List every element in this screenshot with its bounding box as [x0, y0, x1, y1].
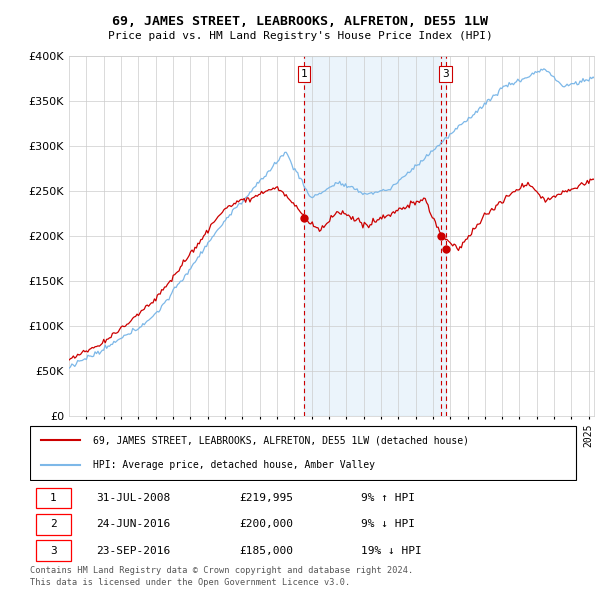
Text: £185,000: £185,000 — [240, 546, 294, 556]
Bar — [304, 56, 446, 416]
Text: 31-JUL-2008: 31-JUL-2008 — [96, 493, 170, 503]
Text: 1: 1 — [301, 69, 308, 79]
Text: 69, JAMES STREET, LEABROOKS, ALFRETON, DE55 1LW: 69, JAMES STREET, LEABROOKS, ALFRETON, D… — [112, 15, 488, 28]
Text: Contains HM Land Registry data © Crown copyright and database right 2024.: Contains HM Land Registry data © Crown c… — [30, 566, 413, 575]
FancyBboxPatch shape — [35, 540, 71, 561]
Text: 9% ↑ HPI: 9% ↑ HPI — [361, 493, 415, 503]
Text: £219,995: £219,995 — [240, 493, 294, 503]
Text: This data is licensed under the Open Government Licence v3.0.: This data is licensed under the Open Gov… — [30, 578, 350, 587]
Text: Price paid vs. HM Land Registry's House Price Index (HPI): Price paid vs. HM Land Registry's House … — [107, 31, 493, 41]
FancyBboxPatch shape — [35, 488, 71, 509]
Text: 1: 1 — [50, 493, 57, 503]
Text: 3: 3 — [442, 69, 449, 79]
Text: 24-JUN-2016: 24-JUN-2016 — [96, 519, 170, 529]
Text: HPI: Average price, detached house, Amber Valley: HPI: Average price, detached house, Ambe… — [94, 460, 376, 470]
Text: 69, JAMES STREET, LEABROOKS, ALFRETON, DE55 1LW (detached house): 69, JAMES STREET, LEABROOKS, ALFRETON, D… — [94, 435, 469, 445]
Text: 3: 3 — [50, 546, 57, 556]
FancyBboxPatch shape — [35, 514, 71, 535]
Text: 9% ↓ HPI: 9% ↓ HPI — [361, 519, 415, 529]
Text: 2: 2 — [50, 519, 57, 529]
Text: 19% ↓ HPI: 19% ↓ HPI — [361, 546, 422, 556]
Text: £200,000: £200,000 — [240, 519, 294, 529]
Text: 23-SEP-2016: 23-SEP-2016 — [96, 546, 170, 556]
FancyBboxPatch shape — [30, 426, 577, 480]
